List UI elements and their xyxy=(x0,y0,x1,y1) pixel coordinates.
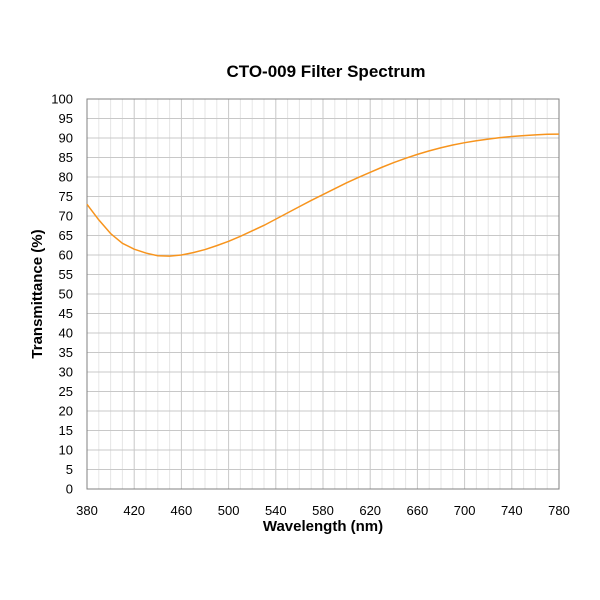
x-tick-labels: 380 420 460 500 540 580 620 660 700 740 780 xyxy=(76,503,570,518)
x-tick-label: 740 xyxy=(501,503,523,518)
x-tick-label: 540 xyxy=(265,503,287,518)
y-tick-label: 45 xyxy=(59,306,73,321)
y-tick-label: 5 xyxy=(66,462,73,477)
y-tick-label: 65 xyxy=(59,228,73,243)
chart-title: CTO-009 Filter Spectrum xyxy=(226,62,425,81)
x-tick-label: 460 xyxy=(171,503,193,518)
y-tick-label: 15 xyxy=(59,423,73,438)
series-line xyxy=(86,133,560,257)
y-tick-label: 40 xyxy=(59,326,73,341)
y-tick-label: 30 xyxy=(59,365,73,380)
y-tick-label: 85 xyxy=(59,150,73,165)
x-tick-label: 500 xyxy=(218,503,240,518)
y-tick-label: 90 xyxy=(59,131,73,146)
x-tick-label: 660 xyxy=(407,503,429,518)
x-tick-label: 580 xyxy=(312,503,334,518)
y-tick-label: 80 xyxy=(59,170,73,185)
y-tick-label: 55 xyxy=(59,267,73,282)
x-axis-label: Wavelength (nm) xyxy=(263,518,383,535)
y-tick-label: 75 xyxy=(59,189,73,204)
y-tick-label: 20 xyxy=(59,404,73,419)
x-tick-label: 380 xyxy=(76,503,98,518)
y-tick-label: 10 xyxy=(59,443,73,458)
y-axis-label: Transmittance (%) xyxy=(29,229,46,358)
x-tick-label: 620 xyxy=(359,503,381,518)
y-tick-labels: 0 5 10 15 20 25 30 35 40 45 50 55 60 65 70 75 80 85 90 95 10… xyxy=(51,92,73,497)
grid-major xyxy=(86,98,560,490)
y-tick-label: 95 xyxy=(59,111,73,126)
y-tick-label: 25 xyxy=(59,384,73,399)
y-tick-label: 70 xyxy=(59,209,73,224)
x-tick-label: 780 xyxy=(548,503,570,518)
y-tick-label: 50 xyxy=(59,287,73,302)
y-tick-label: 60 xyxy=(59,248,73,263)
x-tick-label: 420 xyxy=(123,503,145,518)
plot-area xyxy=(86,98,560,490)
y-tick-label: 0 xyxy=(66,482,73,497)
y-tick-label: 100 xyxy=(51,92,73,107)
x-tick-label: 700 xyxy=(454,503,476,518)
y-tick-label: 35 xyxy=(59,345,73,360)
